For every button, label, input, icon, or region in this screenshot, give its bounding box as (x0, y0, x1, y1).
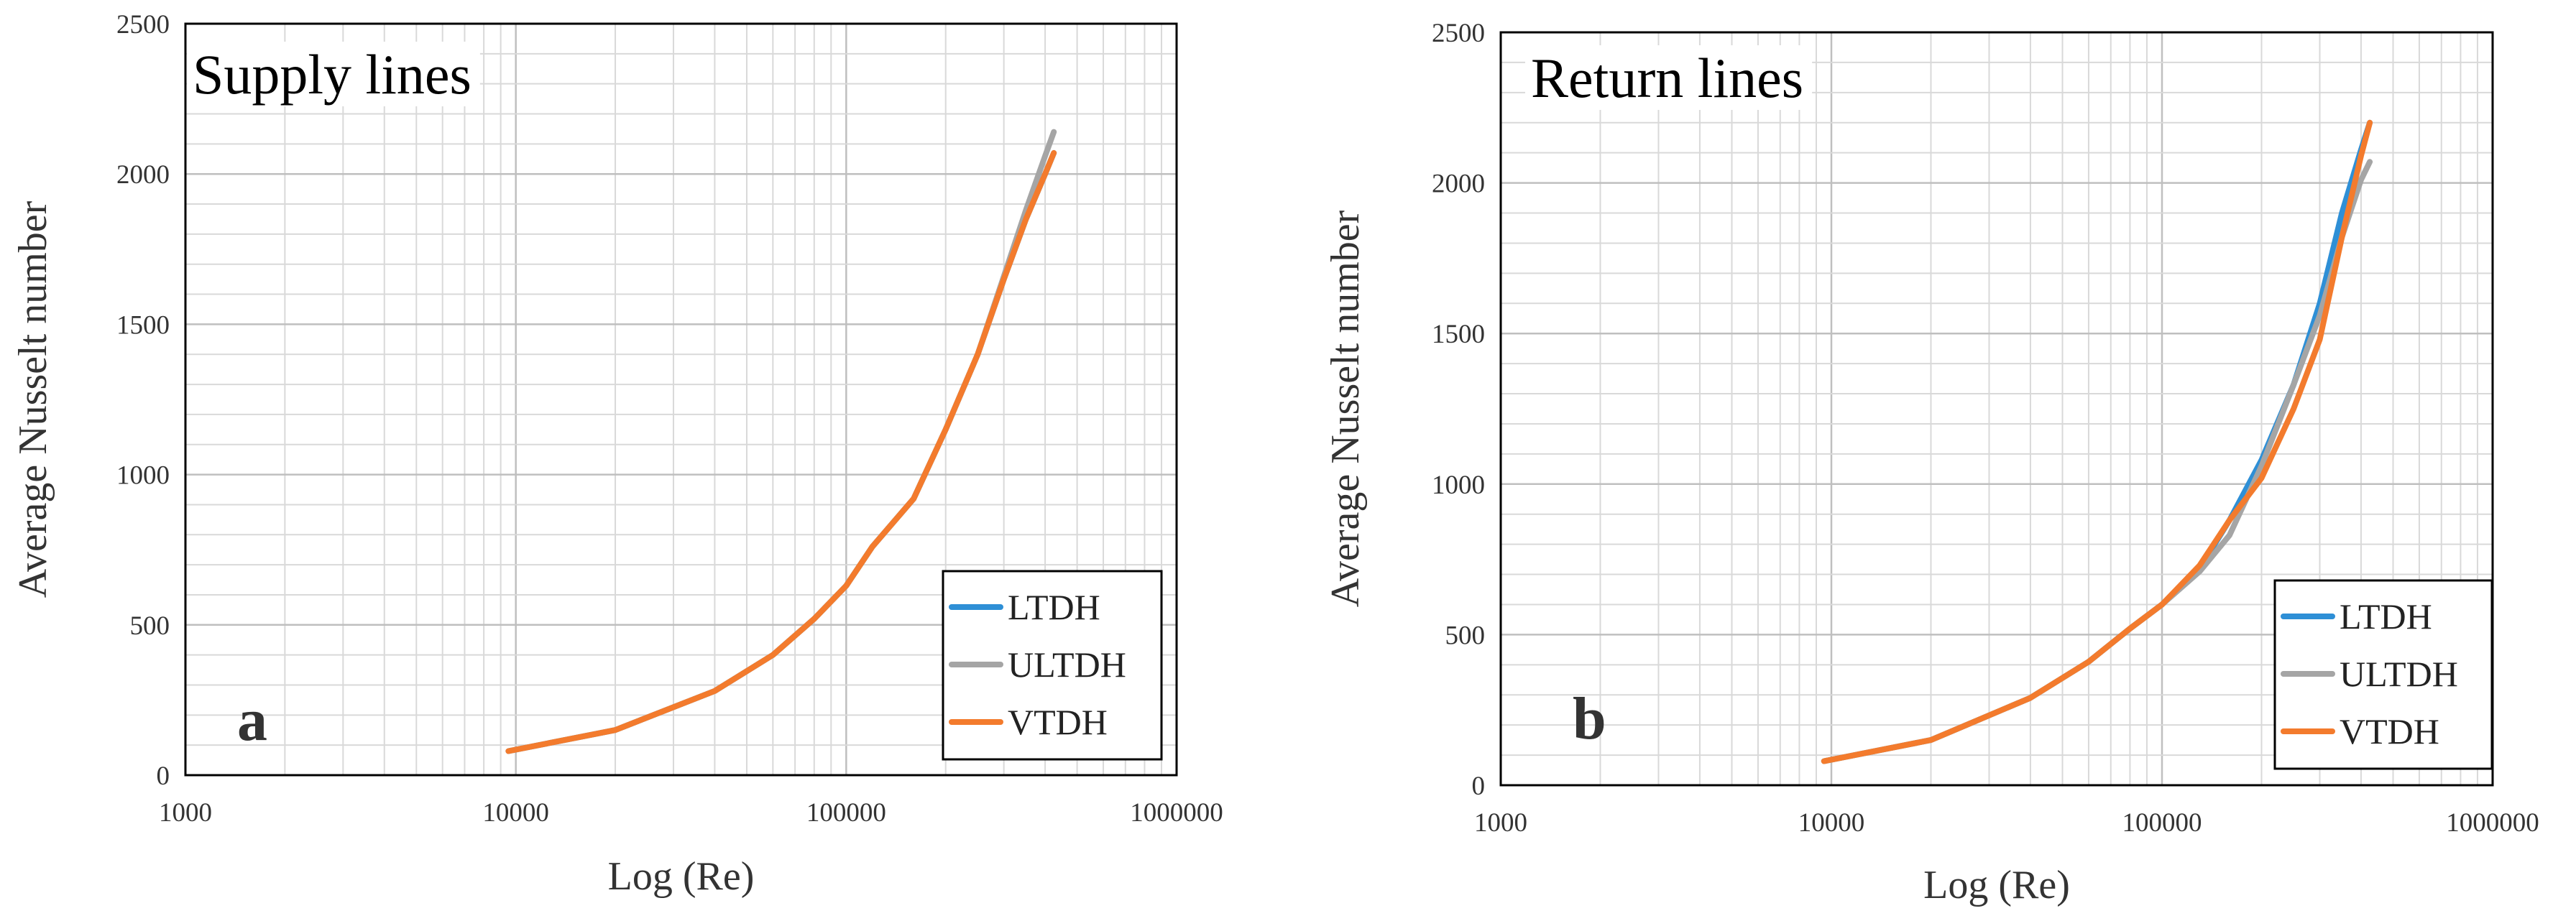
panel-letter: a (237, 687, 267, 754)
panel-supply-lines: Supply lines 1000 10000 100000 1000000 0 500 10… (11, 10, 1223, 899)
panel-title-background (187, 42, 480, 106)
plot-frame (1499, 31, 2494, 787)
series-line-vtdh (1821, 119, 2373, 764)
x-tick-label: 10000 (1798, 808, 1865, 838)
panel-return-lines: Return lines 1000 10000 100000 1000000 0 500 10… (1323, 19, 2539, 907)
panel-letter: b (1573, 685, 1606, 752)
legend-label-ultdh: ULTDH (1008, 644, 1126, 685)
y-tick-label: 1500 (116, 310, 170, 340)
y-tick-label: 0 (157, 762, 170, 791)
legend-label-ltdh: LTDH (2340, 596, 2432, 637)
y-axis-title: Average Nusselt number (11, 200, 55, 598)
x-tick-label: 1000 (1474, 808, 1527, 838)
panel-title-background (1525, 45, 1813, 110)
y-tick-label: 1500 (1432, 320, 1485, 349)
legend-label-ultdh: ULTDH (2340, 654, 2458, 694)
legend-label-vtdh: VTDH (2340, 711, 2439, 751)
y-tick-label: 500 (130, 611, 170, 641)
legend-label-ltdh: LTDH (1008, 587, 1100, 627)
plot-frame (184, 22, 1178, 777)
panel-title: Return lines (1531, 47, 1803, 109)
y-tick-label: 1000 (116, 461, 170, 491)
y-tick-label: 500 (1445, 621, 1486, 650)
y-tick-label: 2000 (116, 160, 170, 190)
x-tick-label: 10000 (482, 798, 549, 828)
x-tick-label: 1000000 (1130, 798, 1223, 828)
x-tick-label: 1000 (159, 798, 212, 828)
x-tick-label: 1000000 (2446, 808, 2539, 838)
y-tick-label: 2500 (116, 10, 170, 40)
y-tick-label: 1000 (1432, 471, 1485, 500)
x-tick-label: 100000 (806, 798, 886, 828)
legend-label-vtdh: VTDH (1008, 702, 1108, 742)
y-tick-label: 0 (1472, 772, 1486, 801)
y-tick-label: 2000 (1432, 170, 1485, 199)
x-axis-title: Log (Re) (608, 854, 755, 899)
x-axis-title: Log (Re) (1923, 863, 2070, 907)
y-tick-label: 2500 (1432, 19, 1485, 48)
y-axis-title: Average Nusselt number (1323, 210, 1368, 607)
x-tick-label: 100000 (2122, 808, 2202, 838)
series-line-vtdh (505, 149, 1057, 754)
panel-title: Supply lines (193, 43, 472, 106)
